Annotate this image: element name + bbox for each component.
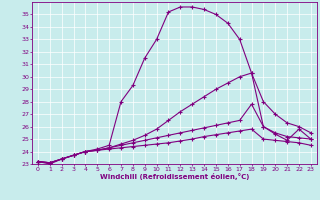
- X-axis label: Windchill (Refroidissement éolien,°C): Windchill (Refroidissement éolien,°C): [100, 173, 249, 180]
